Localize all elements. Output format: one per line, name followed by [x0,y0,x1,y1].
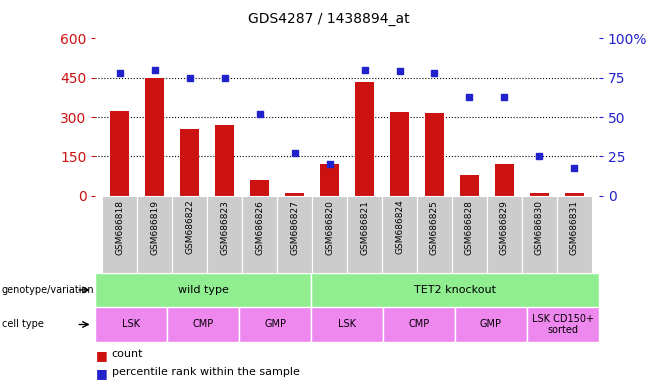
Bar [111,111,130,196]
Bar [277,196,312,273]
Bar [390,112,409,196]
Bar [95,307,167,342]
Bar [565,193,584,196]
Text: CMP: CMP [409,319,430,329]
Text: GSM686821: GSM686821 [360,200,369,255]
Text: count: count [112,349,143,359]
Text: GSM686825: GSM686825 [430,200,439,255]
Text: ■: ■ [95,367,107,380]
Point [290,150,300,156]
Bar [383,307,455,342]
Text: GDS4287 / 1438894_at: GDS4287 / 1438894_at [248,12,410,25]
Bar [240,307,311,342]
Bar [320,164,340,196]
Text: GSM686831: GSM686831 [570,200,579,255]
Bar [172,196,207,273]
Point [184,74,195,81]
Point [220,74,230,81]
Text: GSM686826: GSM686826 [255,200,265,255]
Bar [347,196,382,273]
Bar [487,196,522,273]
Text: LSK CD150+
sorted: LSK CD150+ sorted [532,314,594,335]
Bar [103,196,138,273]
Bar [145,78,164,196]
Bar [522,196,557,273]
Bar [242,196,277,273]
Bar [250,180,269,196]
Text: ■: ■ [95,349,107,362]
Bar [355,82,374,196]
Bar [138,196,172,273]
Bar [311,307,383,342]
Bar [167,307,240,342]
Bar [180,129,199,196]
Point [255,111,265,117]
Bar [207,196,242,273]
Bar [215,125,234,196]
Point [394,68,405,74]
Text: GSM686829: GSM686829 [500,200,509,255]
Point [429,70,440,76]
Text: GMP: GMP [264,319,286,329]
Point [464,94,474,100]
Text: GSM686822: GSM686822 [186,200,194,255]
Text: CMP: CMP [193,319,214,329]
Point [359,67,370,73]
Text: LSK: LSK [338,319,356,329]
Bar [495,164,514,196]
Point [324,161,335,167]
Bar [557,196,592,273]
Text: GSM686827: GSM686827 [290,200,299,255]
Text: GSM686824: GSM686824 [395,200,404,255]
Text: LSK: LSK [122,319,140,329]
Bar [530,193,549,196]
Text: GSM686818: GSM686818 [115,200,124,255]
Text: GSM686828: GSM686828 [465,200,474,255]
Text: genotype/variation: genotype/variation [2,285,95,295]
Bar [455,307,527,342]
Bar [95,273,311,307]
Text: GSM686819: GSM686819 [150,200,159,255]
Bar [312,196,347,273]
Text: GMP: GMP [480,319,502,329]
Bar [285,193,304,196]
Bar [460,175,479,196]
Point [114,70,125,76]
Text: cell type: cell type [2,319,44,329]
Text: GSM686820: GSM686820 [325,200,334,255]
Text: GSM686823: GSM686823 [220,200,229,255]
Point [534,153,545,160]
Point [149,67,160,73]
Text: wild type: wild type [178,285,229,295]
Bar [311,273,599,307]
Bar [452,196,487,273]
Text: percentile rank within the sample: percentile rank within the sample [112,367,300,377]
Bar [382,196,417,273]
Point [569,164,580,170]
Point [499,94,510,100]
Bar [527,307,599,342]
Text: GSM686830: GSM686830 [535,200,544,255]
Bar [425,113,444,196]
Text: TET2 knockout: TET2 knockout [414,285,496,295]
Bar [417,196,452,273]
